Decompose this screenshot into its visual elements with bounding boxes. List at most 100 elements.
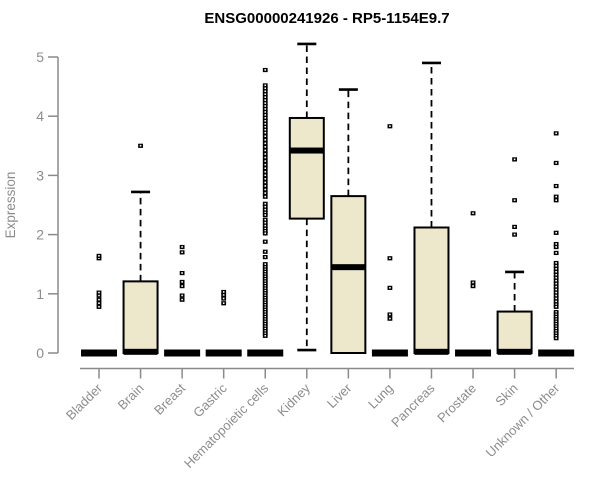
outlier-point-center xyxy=(472,285,474,287)
flat-box-hematopoietic-cells xyxy=(247,349,284,357)
outlier-point-center xyxy=(264,114,267,116)
outlier-point-center xyxy=(555,288,557,291)
outlier-point-center xyxy=(264,142,267,145)
outlier-point-center xyxy=(264,330,267,332)
outlier-point-center xyxy=(264,99,267,101)
outlier-point-center xyxy=(264,208,267,211)
outlier-point-center xyxy=(555,265,557,267)
x-tick-label-skin: Skin xyxy=(492,381,520,409)
flat-box-bladder xyxy=(81,349,117,357)
outlier-point-center xyxy=(264,332,267,335)
outlier-point-center xyxy=(555,325,557,328)
outlier-point-center xyxy=(555,195,557,198)
outlier-point-center xyxy=(555,268,557,270)
outlier-point-center xyxy=(555,276,557,279)
box-brain xyxy=(122,280,159,355)
median-brain xyxy=(123,348,158,355)
chart-title: ENSG00000241926 - RP5-1154E9.7 xyxy=(204,10,449,27)
outlier-point-center xyxy=(264,297,267,299)
outlier-point-center xyxy=(555,334,557,337)
outlier-point-center xyxy=(264,149,267,152)
outlier-point-center xyxy=(264,289,267,292)
outlier-point-center xyxy=(264,122,267,125)
outlier-point-center xyxy=(264,192,267,194)
outlier-point-center xyxy=(555,185,557,187)
y-axis-title: Expression xyxy=(3,172,18,239)
outlier-point-center xyxy=(222,297,225,300)
box-skin xyxy=(496,310,533,354)
outlier-point-center xyxy=(181,285,183,287)
outlier-point-center xyxy=(98,291,100,294)
outlier-point-center xyxy=(264,153,267,155)
outlier-point-center xyxy=(139,144,142,147)
outlier-point-center xyxy=(264,230,267,232)
outlier-point-center xyxy=(555,303,557,306)
outlier-point-center xyxy=(181,272,183,274)
outlier-point-center xyxy=(264,334,267,337)
flat-box-unknown-other xyxy=(538,349,575,357)
outlier-point-center xyxy=(222,291,225,293)
outlier-point-center xyxy=(264,278,267,280)
outlier-point-center xyxy=(472,212,474,214)
outlier-point-center xyxy=(264,273,267,275)
x-tick-label-prostate: Prostate xyxy=(434,381,479,426)
y-tick-label: 2 xyxy=(36,227,44,243)
flat-box-breast xyxy=(164,349,201,357)
outlier-point-center xyxy=(264,280,267,283)
outlier-point-center xyxy=(264,268,267,271)
outlier-point-center xyxy=(264,327,267,330)
outlier-point-center xyxy=(98,294,100,297)
outlier-point-center xyxy=(264,270,267,273)
flat-box-prostate xyxy=(455,349,492,357)
outlier-point-center xyxy=(264,287,267,290)
outlier-point-center xyxy=(264,218,267,221)
outlier-point-center xyxy=(555,318,557,320)
outlier-point-center xyxy=(264,202,267,205)
outlier-point-center xyxy=(98,302,100,304)
x-tick-label-gastric: Gastric xyxy=(190,380,230,420)
outlier-point-center xyxy=(555,231,557,234)
box-pancreas xyxy=(413,226,450,354)
outlier-point-center xyxy=(555,279,557,282)
outlier-point-center xyxy=(555,243,557,245)
outlier-point-center xyxy=(555,311,557,313)
outlier-point-center xyxy=(264,224,267,227)
outlier-point-center xyxy=(555,246,557,248)
outlier-point-center xyxy=(264,156,267,159)
outlier-point-center xyxy=(98,257,100,259)
outlier-point-center xyxy=(181,298,183,301)
outlier-point-center xyxy=(264,146,267,148)
outlier-point-center xyxy=(264,69,267,71)
y-tick-label: 4 xyxy=(36,108,44,124)
median-skin xyxy=(497,348,532,355)
outlier-point-center xyxy=(264,108,267,110)
outlier-point-center xyxy=(264,285,267,287)
outlier-point-center xyxy=(264,125,267,128)
outlier-point-center xyxy=(555,270,557,273)
outlier-point-center xyxy=(555,320,557,323)
outlier-point-center xyxy=(264,84,267,87)
outlier-point-center xyxy=(264,292,267,294)
outlier-point-center xyxy=(264,301,267,304)
outlier-point-center xyxy=(555,300,557,303)
outlier-point-center xyxy=(513,158,516,161)
outlier-point-center xyxy=(181,246,183,248)
box-liver xyxy=(330,195,367,354)
outlier-point-center xyxy=(264,221,267,224)
median-pancreas xyxy=(414,348,449,355)
outlier-point-center xyxy=(264,111,267,113)
outlier-point-center xyxy=(264,185,267,187)
outlier-point-center xyxy=(264,306,267,309)
outlier-point-center xyxy=(264,120,267,122)
outlier-point-center xyxy=(264,178,267,180)
outlier-point-center xyxy=(264,87,267,90)
outlier-point-center xyxy=(264,131,267,134)
outlier-point-center xyxy=(555,327,557,330)
outlier-point-center xyxy=(513,233,516,236)
outlier-point-center xyxy=(555,294,557,297)
outlier-point-center xyxy=(555,332,557,335)
outlier-point-center xyxy=(264,325,267,328)
outlier-point-center xyxy=(264,250,267,253)
outlier-point-center xyxy=(264,275,267,278)
outlier-point-center xyxy=(264,205,267,208)
